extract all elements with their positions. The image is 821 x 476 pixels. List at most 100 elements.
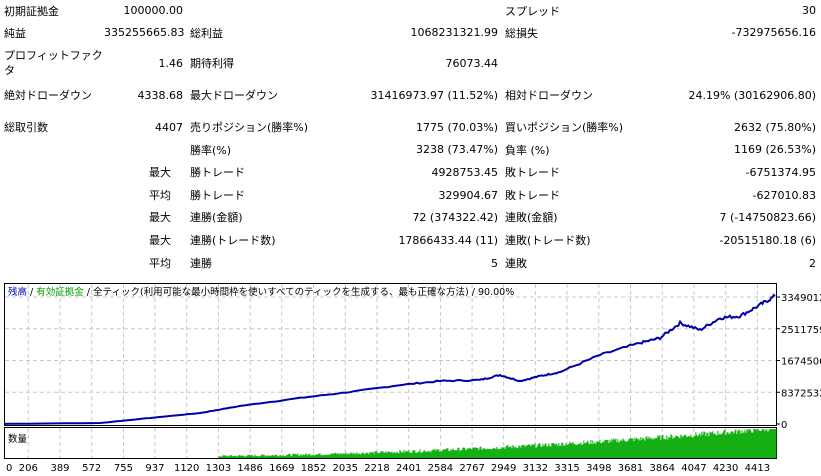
volume-bar [285, 455, 287, 458]
volume-bar [263, 455, 265, 458]
volume-bar [540, 446, 542, 458]
stats-row-winrate: 勝率(%) 3238 (73.47%) 負率 (%) 1169 (26.53%) [0, 138, 821, 161]
volume-bar [652, 438, 654, 458]
x-tick-label: 3681 [618, 463, 643, 474]
volume-bar [353, 452, 355, 458]
consec-wins-count-value: 17866433.44 (11) [398, 233, 498, 247]
volume-bar [732, 431, 734, 458]
volume-bar [229, 455, 231, 458]
volume-bar [718, 434, 720, 458]
volume-bar [627, 440, 629, 458]
volume-bar [309, 453, 311, 458]
profit-factor-label: プロフィットファクタ [4, 49, 103, 77]
volume-bar [755, 429, 757, 458]
stats-row-largest: 最大 勝トレード 4928753.45 敗トレード -6751374.95 [0, 161, 821, 183]
volume-bar [514, 447, 516, 458]
volume-bar [469, 447, 471, 458]
volume-bar [323, 455, 325, 458]
volume-bar [360, 454, 362, 458]
volume-bar [568, 443, 570, 458]
volume-bar [231, 455, 233, 458]
volume-bar [637, 439, 639, 458]
volume-bar [233, 456, 235, 458]
volume-bar [662, 434, 664, 458]
volume-bar [747, 430, 749, 458]
net-profit-value: 335255665.83 [104, 26, 185, 39]
volume-bar [589, 443, 591, 458]
volume-bar [638, 438, 640, 458]
volume-bar [268, 455, 270, 458]
volume-bar [257, 456, 259, 458]
volume-bar [661, 435, 663, 458]
relative-drawdown-value: 24.19% (30162906.80) [688, 88, 816, 102]
gross-profit-label: 総利益 [190, 26, 223, 40]
initial-deposit-label: 初期証拠金 [4, 4, 59, 18]
volume-bar [472, 447, 474, 458]
volume-bar [354, 454, 356, 458]
volume-bar [425, 452, 427, 458]
volume-bar [258, 456, 260, 458]
x-tick-label: 3498 [586, 463, 611, 474]
volume-bar [393, 452, 395, 458]
volume-bar [417, 452, 419, 458]
volume-bar [327, 454, 329, 458]
legend-sep: / [83, 287, 94, 298]
gross-loss-value: -732975656.16 [731, 26, 816, 39]
avg-consec-wins-value: 5 [491, 256, 498, 270]
volume-bar [572, 442, 574, 458]
volume-bar [443, 449, 445, 458]
volume-bar [400, 451, 402, 458]
volume-bar [548, 443, 550, 458]
consec-wins-money-value: 72 (374322.42) [412, 210, 498, 224]
volume-bar [277, 456, 279, 458]
volume-bar [350, 452, 352, 458]
volume-bar [341, 454, 343, 458]
volume-bar [744, 429, 746, 458]
volume-bar [477, 448, 479, 458]
volume-bar [364, 454, 366, 458]
main-pane-frame [4, 283, 777, 426]
volume-bar [320, 455, 322, 458]
x-tick-label: 2584 [428, 463, 453, 474]
volume-bar [585, 442, 587, 458]
volume-bar [563, 446, 565, 458]
volume-bar [420, 452, 422, 458]
long-positions-label: 買いポジション(勝率%) [505, 121, 624, 134]
volume-bar [303, 454, 305, 458]
volume-bar [386, 453, 388, 458]
volume-bar [430, 452, 432, 458]
volume-bar [603, 441, 605, 458]
volume-bar [696, 435, 698, 458]
volume-bar [278, 456, 280, 458]
volume-bar [757, 429, 759, 458]
volume-bar [450, 449, 452, 458]
volume-bar [695, 432, 697, 458]
volume-bar [673, 437, 675, 458]
volume-bar [664, 439, 666, 458]
volume-bar [542, 443, 544, 458]
volume-bar [723, 430, 725, 458]
volume-bar [549, 446, 551, 458]
volume-bar [729, 434, 731, 458]
volume-bar [625, 441, 627, 458]
volume-bar [725, 435, 727, 458]
volume-bar [743, 432, 745, 458]
volume-bar [601, 442, 603, 458]
volume-bar [617, 439, 619, 458]
volume-bar [565, 443, 567, 458]
volume-bar [427, 450, 429, 458]
volume-bar [570, 443, 572, 458]
volume-bar [383, 452, 385, 458]
volume-bar [218, 456, 220, 458]
volume-bar [512, 445, 514, 458]
volume-bar [701, 431, 703, 458]
volume-bar [702, 434, 704, 458]
volume-bar [435, 451, 437, 458]
volume-bar [310, 455, 312, 458]
average-loss-value: -627010.83 [752, 188, 816, 202]
volume-bar [670, 434, 672, 458]
volume-bar [493, 447, 495, 458]
volume-bar [236, 456, 238, 458]
x-tick-label: 389 [50, 463, 69, 474]
volume-bar [642, 437, 644, 458]
